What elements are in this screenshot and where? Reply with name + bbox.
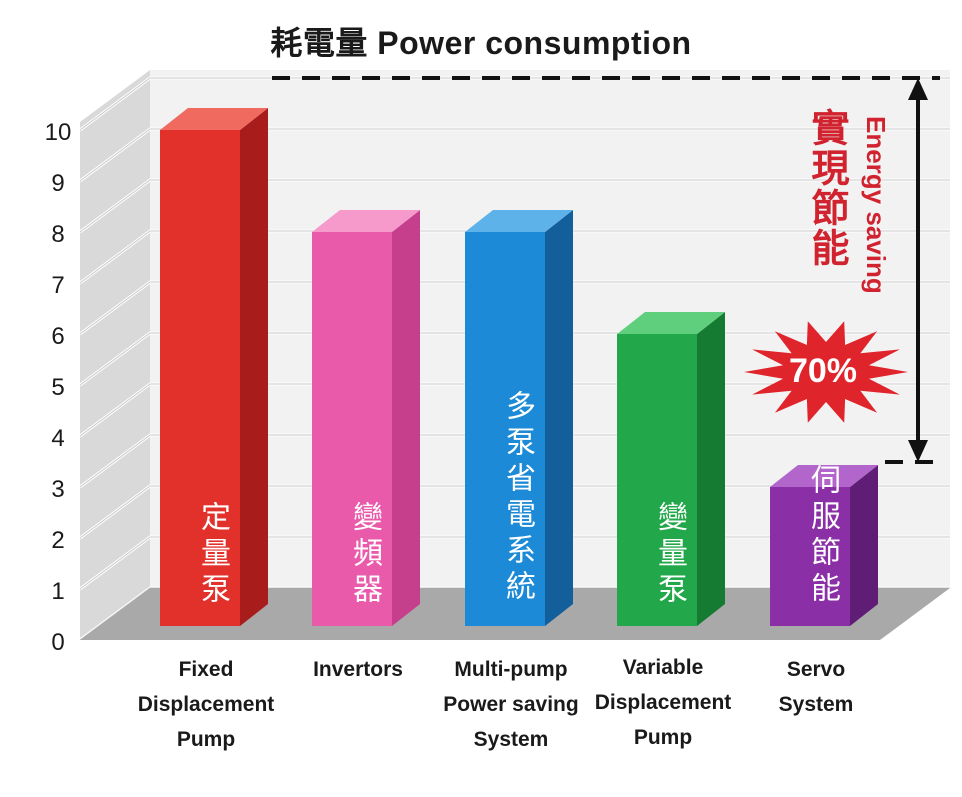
gridline-shadow bbox=[79, 230, 950, 284]
bar-top bbox=[617, 312, 725, 334]
x-tick-label: Servo System bbox=[778, 658, 854, 716]
bar bbox=[160, 130, 240, 626]
x-tick-label: Fixed Displacement Pump bbox=[137, 658, 275, 751]
bar-top bbox=[160, 108, 268, 130]
bar-top bbox=[312, 210, 420, 232]
bar-top bbox=[465, 210, 573, 232]
y-tick-label: 1 bbox=[51, 578, 64, 605]
y-tick-label: 6 bbox=[51, 323, 64, 350]
bar-label: 變量泵 bbox=[652, 501, 687, 609]
bar bbox=[465, 232, 545, 626]
x-tick-label: Variable Displacement Pump bbox=[594, 656, 732, 749]
bar-side bbox=[545, 210, 573, 626]
gridline-shadow bbox=[79, 128, 950, 182]
bar-side bbox=[240, 108, 268, 626]
y-tick-label: 9 bbox=[51, 170, 64, 197]
bar-side bbox=[697, 312, 725, 626]
x-tick-label: Multi-pump Power saving System bbox=[443, 658, 579, 751]
bar-label: 定量泵 bbox=[195, 501, 230, 609]
y-tick-label: 10 bbox=[45, 119, 72, 146]
starburst-shape bbox=[744, 321, 908, 423]
energy-saving-chinese-label: 實現節能 bbox=[805, 108, 849, 268]
bar-label: 變頻器 bbox=[347, 501, 382, 609]
bar bbox=[617, 334, 697, 626]
y-tick-label: 4 bbox=[51, 425, 64, 452]
savings-percent-label: 70% bbox=[788, 352, 858, 390]
gridline-shadow bbox=[79, 281, 950, 335]
bar-label: 伺服節能 bbox=[805, 464, 840, 608]
x-tick-label: Invertors bbox=[313, 658, 403, 681]
gridline-shadow bbox=[79, 77, 950, 131]
chart-title: 耗電量 Power consumption bbox=[270, 25, 692, 61]
bar-top bbox=[770, 465, 878, 487]
y-tick-label: 8 bbox=[51, 221, 64, 248]
savings-arrow-head-up bbox=[908, 78, 928, 100]
y-tick-label: 5 bbox=[51, 374, 64, 401]
energy-saving-english-label: Energy saving bbox=[861, 116, 891, 294]
y-tick-label: 0 bbox=[51, 629, 64, 656]
bar bbox=[770, 487, 850, 626]
y-tick-label: 3 bbox=[51, 476, 64, 503]
bar bbox=[312, 232, 392, 626]
y-tick-label: 7 bbox=[51, 272, 64, 299]
savings-arrow-head-down bbox=[908, 440, 928, 462]
y-tick-label: 2 bbox=[51, 527, 64, 554]
bar-side bbox=[392, 210, 420, 626]
bar-side bbox=[850, 465, 878, 626]
gridline-shadow bbox=[79, 179, 950, 233]
bar-label: 多泵省電系統 bbox=[500, 390, 535, 606]
